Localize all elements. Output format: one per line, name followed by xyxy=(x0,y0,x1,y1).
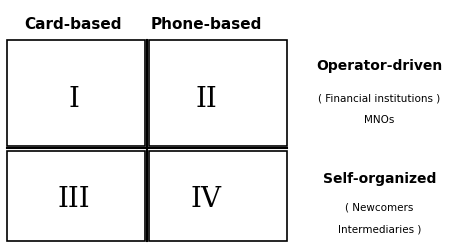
Text: Card-based: Card-based xyxy=(25,17,122,32)
Text: Self-organized: Self-organized xyxy=(322,172,436,186)
Bar xyxy=(7,151,145,241)
Text: II: II xyxy=(195,86,217,113)
Bar xyxy=(149,151,287,241)
Text: MNOs: MNOs xyxy=(364,115,394,125)
Text: Intermediaries ): Intermediaries ) xyxy=(337,224,421,234)
Bar xyxy=(149,40,287,146)
Text: I: I xyxy=(68,86,79,113)
Text: Operator-driven: Operator-driven xyxy=(316,59,442,73)
Text: Phone-based: Phone-based xyxy=(151,17,262,32)
Bar xyxy=(7,40,145,146)
Text: ( Financial institutions ): ( Financial institutions ) xyxy=(318,93,440,103)
Text: III: III xyxy=(57,186,90,213)
Text: ( Newcomers: ( Newcomers xyxy=(345,202,413,212)
Text: IV: IV xyxy=(191,186,222,213)
